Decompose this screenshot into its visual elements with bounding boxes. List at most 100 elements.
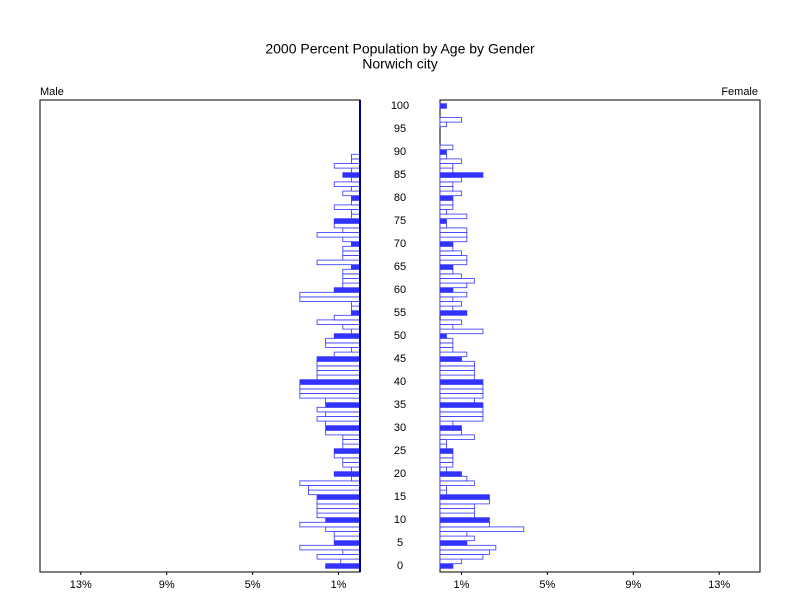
bar [333,452,361,459]
bar [351,264,361,270]
bar [342,324,361,330]
bar [342,236,361,243]
bar [439,416,484,422]
bar [439,475,468,482]
bar [439,282,468,289]
bar [351,199,361,206]
bar [439,494,490,500]
bar [439,429,462,436]
bar [325,517,361,523]
bar [342,227,361,233]
bar [439,172,484,178]
bar [439,121,447,128]
bar [439,535,475,542]
bar [333,181,361,187]
bar [439,163,454,169]
bar [299,388,361,394]
bar [333,287,361,293]
age-label: 0 [397,560,403,572]
bar [325,425,361,431]
female-label: Female [721,86,758,98]
bar [333,448,361,454]
bar [439,181,454,187]
bar [439,232,468,238]
x-tick-label: 13% [708,579,730,591]
bar [316,494,361,500]
bar [333,531,361,537]
bar [299,521,361,528]
bar [308,489,361,496]
chart-subtitle: Norwich city [362,56,437,72]
bar [333,222,361,229]
bar [439,337,454,344]
bar [299,296,361,302]
bar [325,526,361,532]
bar [342,255,361,261]
bar [439,199,454,206]
bar [333,314,361,321]
bar [342,278,361,284]
bar [325,397,361,404]
bar [333,333,361,339]
bar [439,236,468,243]
bar [439,406,484,413]
age-label: 95 [394,123,406,135]
bar [342,190,361,197]
bar [439,186,454,192]
bar [439,153,447,160]
bar [316,508,361,514]
bar [351,167,361,174]
bar [342,443,361,450]
age-label: 50 [394,330,406,342]
bar [325,402,361,408]
bar [333,535,361,542]
x-tick-label: 1% [331,579,347,591]
bar [333,471,361,477]
bar [342,434,361,440]
bar [439,503,475,509]
bar [316,406,361,413]
bar [351,466,361,473]
age-label: 5 [397,537,403,549]
bar [439,333,447,339]
bar [316,374,361,381]
bar [439,278,475,284]
bar [439,218,447,224]
bar [351,213,361,220]
bar [439,498,490,505]
bar [316,232,361,238]
bar [439,310,468,316]
bar [439,250,462,256]
age-label: 65 [394,261,406,273]
bar [439,291,468,298]
x-tick-label: 9% [625,579,641,591]
bar [439,383,484,390]
bar [333,218,361,224]
bar [439,512,475,519]
bar [439,448,454,454]
bar [439,471,462,477]
bar [439,508,475,514]
bar [439,149,447,155]
age-label: 80 [394,192,406,204]
age-label: 40 [394,376,406,388]
bar [439,420,454,427]
bar [351,305,361,312]
bar [333,163,361,169]
bar [439,374,475,381]
bar [439,347,454,353]
bar [439,365,475,371]
age-label: 70 [394,238,406,250]
bar [439,411,484,417]
bar [439,167,454,174]
bar [342,462,361,468]
bar [342,273,361,279]
bar [439,480,475,486]
bar [439,144,454,151]
bar [439,388,484,394]
bar [351,475,361,482]
age-label: 20 [394,468,406,480]
bar [325,411,361,417]
bar [439,319,462,325]
bar [439,485,447,491]
